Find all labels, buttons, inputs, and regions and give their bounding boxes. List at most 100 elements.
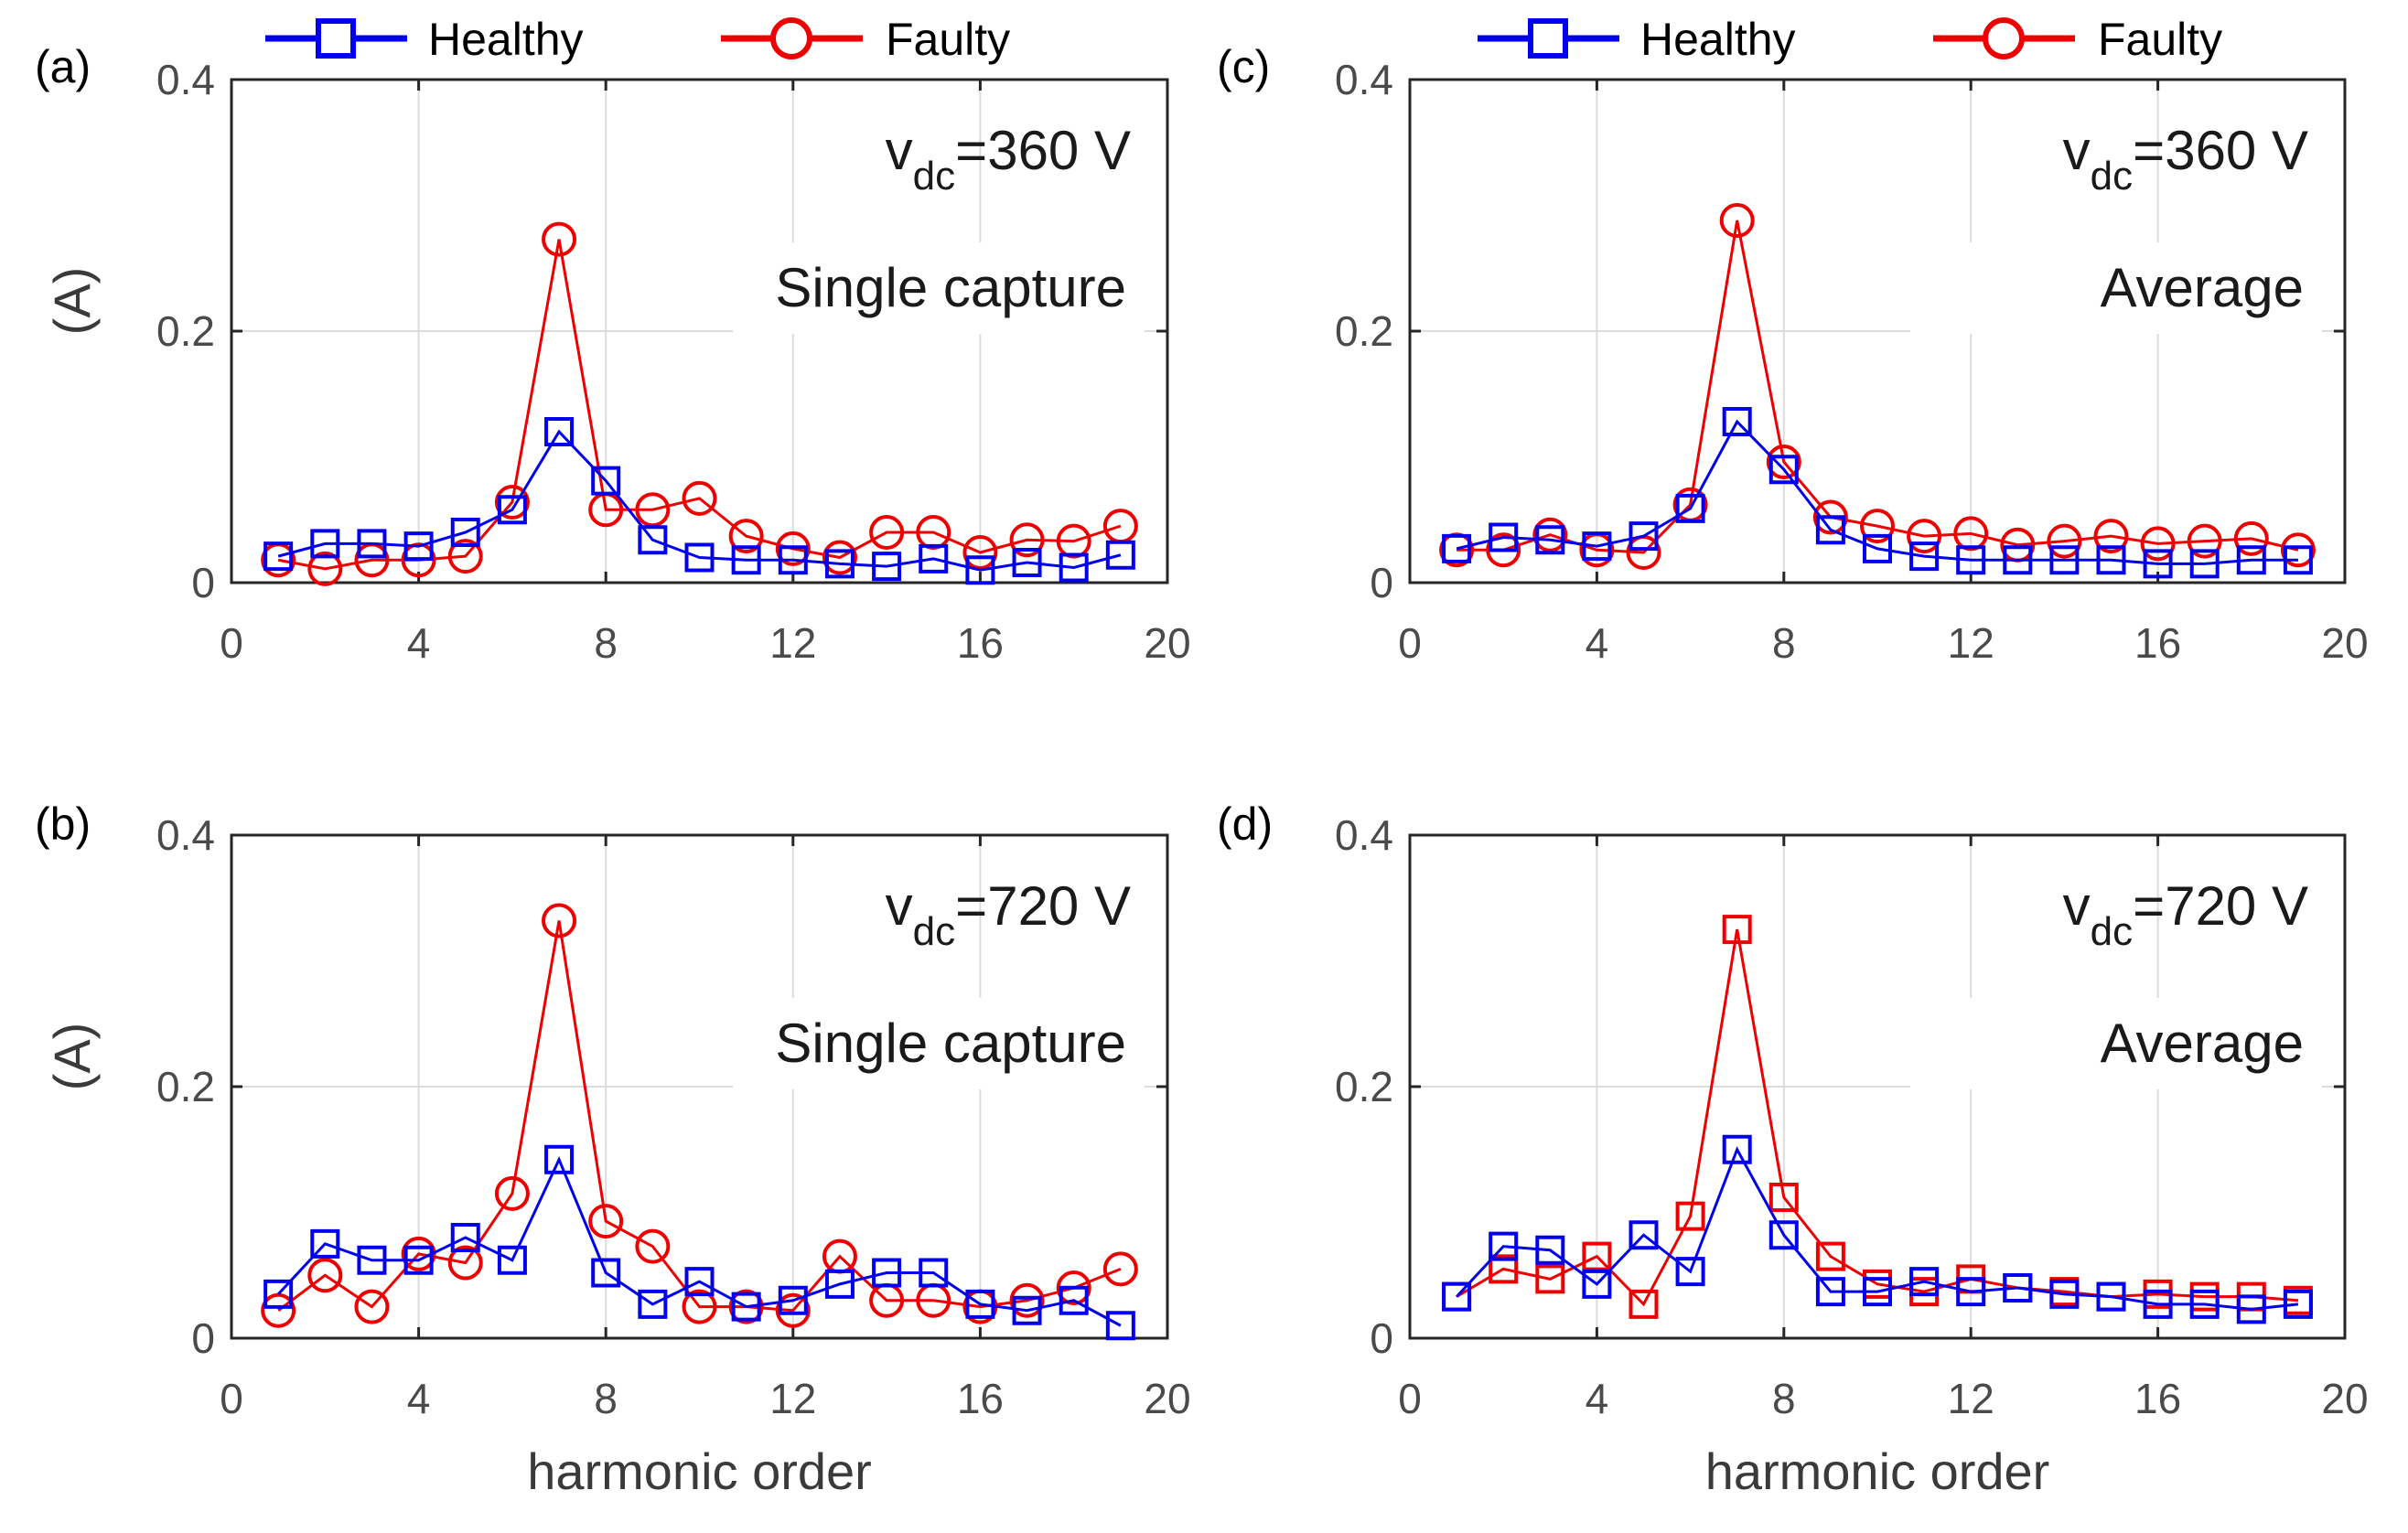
- data-point-healthy: [1863, 1277, 1892, 1307]
- data-point-healthy: [1863, 533, 1892, 563]
- data-point-faulty: [2233, 520, 2269, 556]
- annotation-v: v: [886, 120, 913, 181]
- y-axis-label: (A): [43, 1023, 101, 1091]
- annotation-equation: =720 V: [955, 875, 1131, 937]
- x-tick-label: 8: [594, 1375, 618, 1422]
- x-tick-label: 12: [769, 1375, 816, 1422]
- x-tick-label: 0: [1398, 619, 1422, 667]
- data-point-faulty: [1532, 517, 1568, 552]
- data-point-faulty: [775, 531, 811, 566]
- data-point-healthy: [2143, 1289, 2173, 1319]
- annotation-subscript: dc: [913, 909, 955, 954]
- series-faulty: [261, 903, 1138, 1328]
- annotation-v: v: [2063, 120, 2091, 181]
- y-tick-label: 0.4: [156, 811, 215, 859]
- annotation-mode: Average: [2101, 1013, 2304, 1074]
- data-point-faulty: [494, 485, 530, 520]
- data-point-healthy: [1489, 1231, 1519, 1261]
- data-point-healthy: [497, 495, 527, 525]
- x-tick-label: 8: [1772, 619, 1796, 667]
- data-point-healthy: [1442, 1281, 1472, 1312]
- data-point-healthy: [2003, 1273, 2033, 1303]
- data-point-faulty: [682, 480, 717, 516]
- data-point-faulty: [1486, 532, 1521, 568]
- data-point-healthy: [450, 518, 480, 547]
- data-point-healthy: [544, 417, 575, 446]
- annotation-mode-background: [733, 998, 1145, 1089]
- data-point-faulty: [494, 1175, 530, 1211]
- chart-panel-2: 0 4 8 12 16 20 0 0.2 0.4 (A) harmonic order (b) vdc=…: [35, 799, 1191, 1500]
- data-point-healthy: [919, 543, 949, 574]
- data-point-healthy: [2049, 1279, 2080, 1309]
- data-point-faulty: [2047, 523, 2082, 559]
- data-point-faulty: [1009, 1282, 1045, 1318]
- data-point-healthy: [1768, 455, 1799, 485]
- data-point-healthy: [1909, 1267, 1940, 1297]
- data-point-faulty: [1768, 1183, 1799, 1212]
- x-tick-label: 12: [1948, 619, 1994, 667]
- chart-panel-3: 0 4 8 12 16 20 0 0.2 0.4 (c) vdc=360 V Average: [1217, 41, 2369, 667]
- y-tick-label: 0: [1370, 559, 1393, 606]
- x-tick-label: 20: [1144, 619, 1190, 667]
- y-tick-label: 0.2: [1335, 1063, 1393, 1110]
- panel-label: (d): [1217, 799, 1273, 850]
- data-point-faulty: [401, 542, 436, 578]
- annotation-voltage: vdc=360 V: [2063, 120, 2308, 198]
- x-tick-label: 16: [957, 619, 1004, 667]
- legend-healthy-label: Healthy: [428, 14, 584, 65]
- data-point-healthy: [2283, 1289, 2313, 1319]
- data-point-faulty: [916, 515, 951, 550]
- data-point-healthy: [1059, 1285, 1089, 1315]
- series-line-faulty: [1456, 928, 2299, 1307]
- data-point-faulty: [1535, 1264, 1565, 1294]
- x-tick-label: 4: [407, 619, 431, 667]
- data-point-healthy: [1442, 533, 1472, 563]
- data-point-healthy: [1582, 1269, 1612, 1299]
- panel-label: (b): [35, 799, 91, 850]
- data-point-faulty: [1907, 519, 1942, 554]
- data-point-healthy: [1582, 531, 1612, 562]
- data-point-healthy: [2189, 549, 2220, 579]
- data-point-faulty: [307, 551, 343, 586]
- chart-panel-4: 0 4 8 12 16 20 0 0.2 0.4 harmonic order (d) vdc=720…: [1217, 799, 2369, 1500]
- data-point-healthy: [1489, 522, 1519, 552]
- x-tick-label: 4: [407, 1375, 431, 1422]
- data-point-healthy: [1675, 493, 1705, 523]
- series-line-faulty: [277, 920, 1122, 1313]
- data-point-healthy: [2096, 1281, 2126, 1312]
- annotation-subscript: dc: [2091, 154, 2133, 198]
- data-point-faulty: [1489, 1254, 1519, 1284]
- x-tick-label: 0: [1398, 1375, 1422, 1422]
- y-tick-label: 0: [191, 1314, 215, 1362]
- legends: Healthy Faulty Healthy Faulty: [265, 14, 2222, 65]
- panel-label: (a): [35, 41, 91, 92]
- data-point-healthy: [357, 529, 387, 559]
- data-point-healthy: [2236, 545, 2266, 575]
- legend-faulty-label: Faulty: [886, 14, 1010, 65]
- data-point-faulty: [1766, 445, 1801, 479]
- data-point-healthy: [1956, 1277, 1986, 1307]
- annotation-subscript: dc: [913, 154, 955, 198]
- series-faulty: [1442, 915, 2313, 1319]
- gridlines: [231, 835, 1167, 1338]
- data-point-healthy: [1909, 541, 1940, 572]
- data-point-healthy: [1629, 1220, 1659, 1250]
- legend-faulty-circle-icon: [770, 17, 812, 59]
- data-point-faulty: [447, 1245, 483, 1281]
- annotation-voltage: vdc=720 V: [2063, 875, 2308, 954]
- y-tick-label: 0: [1370, 1314, 1393, 1362]
- data-point-healthy: [591, 466, 621, 496]
- data-point-healthy: [1105, 540, 1135, 570]
- data-point-faulty: [1719, 203, 1755, 238]
- x-tick-label: 8: [594, 619, 618, 667]
- data-point-faulty: [542, 903, 577, 938]
- data-point-healthy: [1629, 521, 1659, 552]
- legend-2: Healthy Faulty: [1478, 14, 2222, 65]
- x-tick-label: 4: [1586, 619, 1609, 667]
- x-tick-label: 0: [220, 619, 243, 667]
- data-point-faulty: [635, 1228, 671, 1264]
- data-point-healthy: [2236, 1294, 2266, 1324]
- annotation-v: v: [2063, 875, 2091, 937]
